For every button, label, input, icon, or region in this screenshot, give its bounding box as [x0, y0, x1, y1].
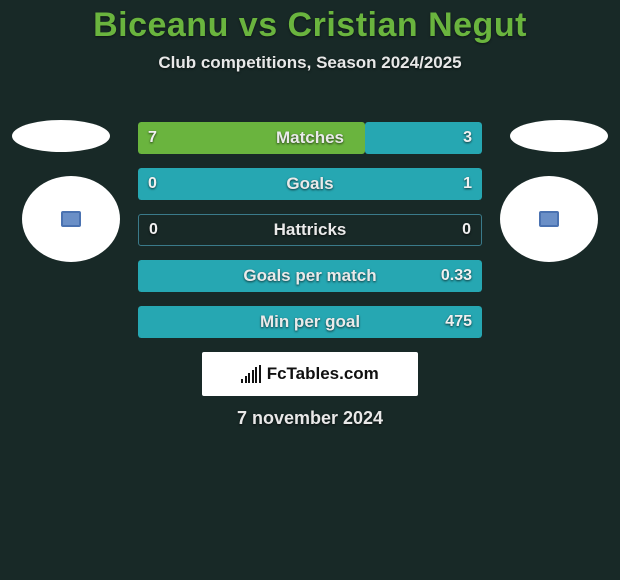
stat-fill-right [138, 168, 482, 200]
club-crest-left [22, 176, 120, 262]
stat-row: 0.33Goals per match [138, 260, 482, 292]
stat-row: 0 0Hattricks [138, 214, 482, 246]
logo-text: FcTables.com [267, 364, 379, 384]
crest-placeholder-icon [61, 211, 81, 227]
stat-fill-right [138, 260, 482, 292]
player-photo-right [510, 120, 608, 152]
stat-row: 475Min per goal [138, 306, 482, 338]
subtitle: Club competitions, Season 2024/2025 [0, 53, 620, 73]
stat-value-left: 7 [148, 122, 157, 154]
stat-row: 01Goals [138, 168, 482, 200]
fctables-logo: FcTables.com [202, 352, 418, 396]
logo-bars-icon [241, 365, 261, 383]
crest-placeholder-icon [539, 211, 559, 227]
player-photo-left [12, 120, 110, 152]
stat-value-right: 3 [463, 122, 472, 154]
stat-value-left: 0 [149, 215, 158, 245]
stat-value-right: 1 [463, 168, 472, 200]
stat-value-right: 0 [462, 215, 471, 245]
stat-value-right: 0.33 [441, 260, 472, 292]
stat-rows: 73Matches01Goals00Hattricks0.33Goals per… [138, 122, 482, 352]
club-crest-right [500, 176, 598, 262]
page-title: Biceanu vs Cristian Negut [0, 0, 620, 45]
stat-row: 73Matches [138, 122, 482, 154]
stat-label: Hattricks [139, 215, 481, 245]
stat-value-left: 0 [148, 168, 157, 200]
stat-fill-right [138, 306, 482, 338]
stat-fill-left [138, 122, 365, 154]
snapshot-date: 7 november 2024 [0, 408, 620, 429]
stat-value-right: 475 [445, 306, 472, 338]
